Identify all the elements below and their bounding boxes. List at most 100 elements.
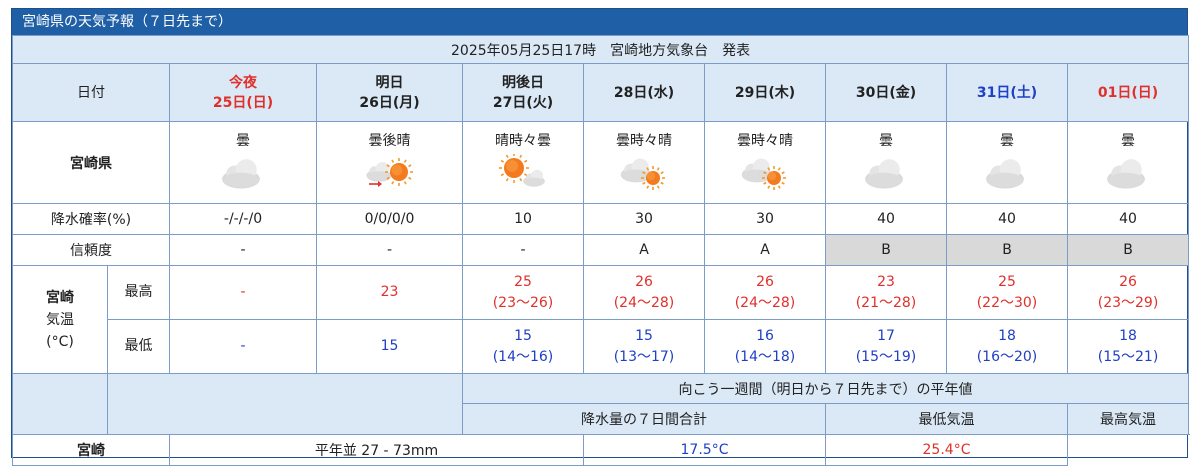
pop-value: 30 [704, 203, 826, 235]
max-label: 最高 [107, 265, 170, 320]
reliability-value: A [704, 234, 826, 266]
max-range: (23〜26) [492, 294, 554, 311]
min-range: (15〜19) [855, 348, 917, 365]
min-range: (16〜20) [976, 348, 1038, 365]
forecast-panel: 宮崎県の天気予報（７日先まで） 2025年05月25日17時 宮崎地方気象台 発… [11, 8, 1190, 466]
weather-col-6: 曇 [946, 121, 1068, 204]
pop-value: 30 [583, 203, 705, 235]
normals-city: 宮崎 [12, 434, 170, 466]
weather-text: 曇 [1000, 133, 1014, 149]
cloud-icon [861, 154, 911, 194]
cloud-sun-icon [740, 154, 790, 194]
max-temp: 26 (24〜28) [704, 265, 826, 320]
max-temp: 26 (23〜29) [1066, 265, 1190, 320]
max-value: 23 [380, 284, 399, 300]
date-col-6: 31日(土) [946, 63, 1068, 122]
min-range: (15〜21) [1097, 348, 1159, 365]
date-prefix: 明日 [375, 74, 404, 91]
date-day: 25日(日) [212, 94, 274, 111]
date-day: 31日(土) [976, 84, 1038, 101]
min-temp: 15 (13〜17) [583, 319, 705, 374]
cloud-sun-icon [619, 154, 669, 194]
max-temp: 25 (23〜26) [462, 265, 584, 320]
weather-text: 曇 [879, 133, 893, 149]
temp-label: 気温 [46, 311, 74, 328]
date-col-7: 01日(日) [1066, 63, 1190, 122]
min-temp: 15 (14〜16) [462, 319, 584, 374]
date-label: 日付 [12, 63, 170, 122]
reliability-value: A [583, 234, 705, 266]
min-value: - [240, 338, 246, 354]
min-range: (13〜17) [613, 348, 675, 365]
weather-col-0: 曇 [169, 121, 317, 204]
min-value: 17 [877, 327, 895, 344]
cloud-icon [218, 154, 268, 194]
min-label: 最低 [107, 319, 170, 374]
weather-col-1: 曇後晴 [316, 121, 463, 204]
date-prefix: 今夜 [229, 74, 257, 91]
normals-precip-header: 降水量の７日間合計 [462, 403, 826, 435]
max-value: - [240, 284, 246, 300]
reliability-value: - [169, 234, 317, 266]
min-value: 15 [380, 338, 399, 354]
min-temp: 16 (14〜18) [704, 319, 826, 374]
date-day: 30日(金) [855, 84, 917, 101]
reliability-value: B [946, 234, 1068, 266]
pop-label: 降水確率(%) [12, 203, 170, 235]
issued-info: 2025年05月25日17時 宮崎地方気象台 発表 [11, 35, 1190, 64]
max-temp: 26 (24〜28) [583, 265, 705, 320]
min-value: 18 [998, 327, 1016, 344]
min-range: (14〜18) [734, 348, 796, 365]
normals-min-header: 最低気温 [825, 403, 1068, 435]
normals-header: 向こう一週間（明日から７日先まで）の平年値 [461, 373, 1190, 404]
normals-blank-2 [107, 373, 463, 435]
max-value: 26 [756, 273, 774, 290]
date-day: 26日(月) [359, 94, 420, 111]
min-temp: 17 (15〜19) [825, 319, 947, 374]
normals-max: 25.4°C [825, 434, 1068, 466]
min-temp: 18 (15〜21) [1066, 319, 1190, 374]
pop-value: 40 [946, 203, 1068, 235]
max-temp: 25 (22〜30) [946, 265, 1068, 320]
min-temp: 15 [316, 319, 463, 374]
date-col-3: 28日(水) [583, 63, 705, 122]
region-label: 宮崎県 [12, 121, 170, 204]
max-temp: 23 (21〜28) [825, 265, 947, 320]
date-col-1: 明日 26日(月) [316, 63, 463, 122]
max-range: (21〜28) [855, 294, 917, 311]
min-value: 15 [635, 327, 653, 344]
max-range: (24〜28) [613, 294, 675, 311]
weather-col-5: 曇 [825, 121, 947, 204]
weather-col-2: 晴時々曇 [462, 121, 584, 204]
pop-value: 10 [462, 203, 584, 235]
date-col-5: 30日(金) [825, 63, 947, 122]
city-name: 宮崎 [46, 289, 74, 306]
cloud-icon [1103, 154, 1153, 194]
min-value: 16 [756, 327, 774, 344]
weather-col-3: 曇時々晴 [583, 121, 705, 204]
forecast-table: 2025年05月25日17時 宮崎地方気象台 発表 日付 今夜 25日(日) 明日 2… [11, 35, 1190, 466]
min-value: 15 [514, 327, 532, 344]
max-value: 25 [514, 273, 532, 290]
date-day: 27日(火) [492, 94, 554, 111]
max-temp: - [169, 265, 317, 320]
cloud-icon [982, 154, 1032, 194]
date-col-4: 29日(木) [704, 63, 826, 122]
max-range: (22〜30) [976, 294, 1038, 311]
weather-text: 晴時々曇 [495, 133, 551, 149]
date-day: 29日(木) [734, 84, 796, 101]
normals-blank [12, 373, 108, 435]
reliability-value: - [462, 234, 584, 266]
min-range: (14〜16) [492, 348, 554, 365]
weather-col-4: 曇時々晴 [704, 121, 826, 204]
max-value: 26 [1119, 273, 1137, 290]
date-col-0: 今夜 25日(日) [169, 63, 317, 122]
date-col-2: 明後日 27日(火) [462, 63, 584, 122]
reliability-label: 信頼度 [12, 234, 170, 266]
weather-text: 曇時々晴 [616, 133, 672, 149]
date-prefix: 明後日 [502, 74, 544, 91]
max-value: 26 [635, 273, 653, 290]
temp-unit: (°C) [46, 333, 74, 350]
sun-cloud-icon [498, 153, 548, 194]
weather-text: 曇 [236, 133, 250, 149]
